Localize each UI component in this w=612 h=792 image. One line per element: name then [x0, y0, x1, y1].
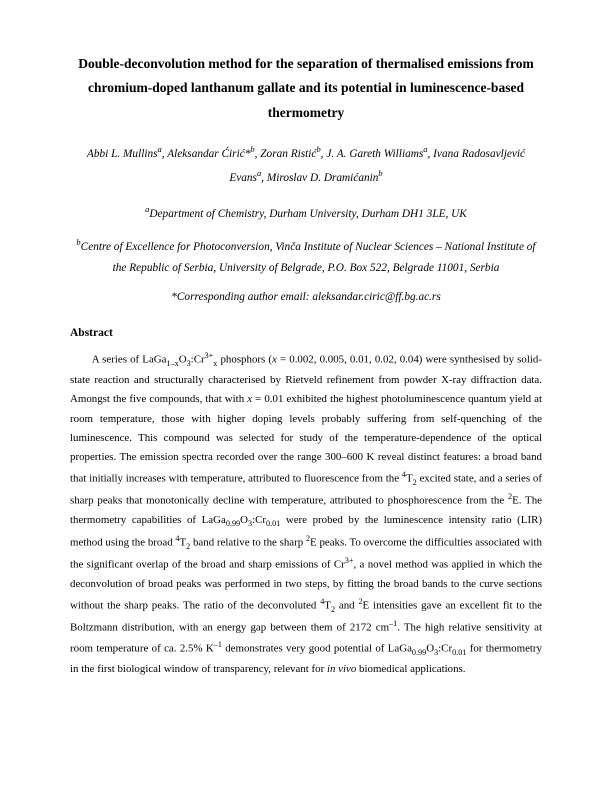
affiliation-b: bCentre of Excellence for Photoconversio… — [70, 234, 542, 280]
author-line: Abbi L. Mullinsa, Aleksandar Ćirić*b, Zo… — [70, 141, 542, 189]
corresponding-author: *Corresponding author email: aleksandar.… — [70, 287, 542, 308]
abstract-heading: Abstract — [70, 323, 542, 345]
paper-title: Double-deconvolution method for the sepa… — [70, 52, 542, 125]
affiliation-a: aDepartment of Chemistry, Durham Univers… — [70, 201, 542, 225]
abstract-text: A series of LaGa1–xO3:Cr3+x phosphors (x… — [70, 349, 542, 680]
